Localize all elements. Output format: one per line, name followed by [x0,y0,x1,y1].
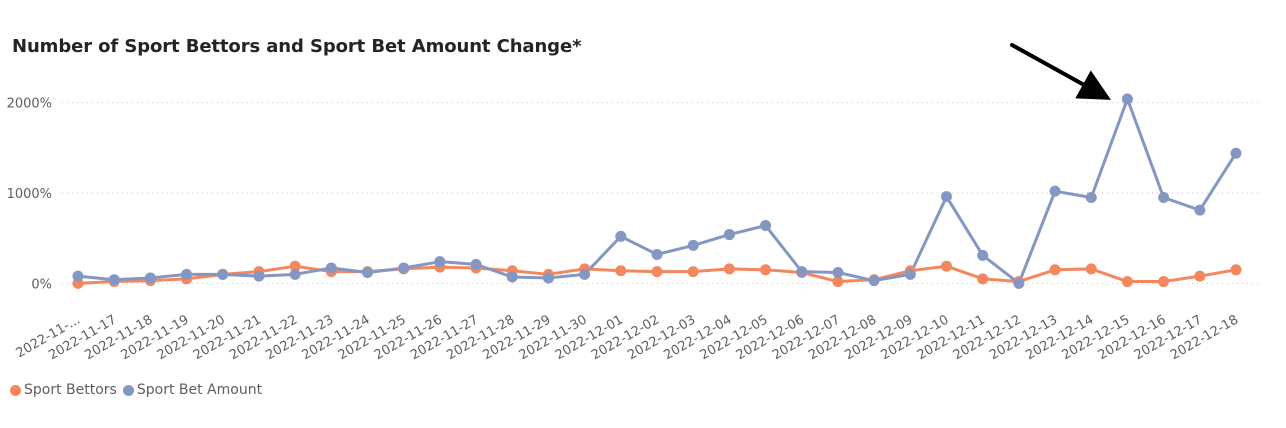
data-point-sport-bet-amount[interactable] [108,274,120,286]
y-tick-label: 0% [31,277,52,292]
data-point-sport-bettors[interactable] [1085,263,1097,275]
chart-title: Number of Sport Bettors and Sport Bet Am… [12,36,582,57]
data-point-sport-bettors[interactable] [1194,270,1206,282]
data-point-sport-bet-amount[interactable] [904,268,916,280]
data-point-sport-bet-amount[interactable] [977,249,989,261]
data-point-sport-bet-amount[interactable] [832,267,844,279]
data-point-sport-bet-amount[interactable] [579,268,591,280]
data-point-sport-bet-amount[interactable] [941,191,952,203]
data-point-sport-bet-amount[interactable] [470,258,482,270]
data-point-sport-bettors[interactable] [760,264,772,276]
data-point-sport-bettors[interactable] [289,260,301,272]
data-point-sport-bet-amount[interactable] [1085,192,1097,203]
legend-item-sport-bettors[interactable]: Sport Bettors [10,382,117,398]
data-point-sport-bet-amount[interactable] [760,220,772,232]
data-point-sport-bet-amount[interactable] [217,268,229,280]
y-tick-label: 2000% [7,97,52,112]
y-tick-label: 1000% [7,187,52,202]
data-point-sport-bet-amount[interactable] [615,230,627,242]
data-point-sport-bet-amount[interactable] [1049,185,1061,197]
legend-label-sport-bettors: Sport Bettors [24,382,117,398]
data-point-sport-bettors[interactable] [723,263,735,275]
data-point-sport-bet-amount[interactable] [325,262,337,274]
data-point-sport-bet-amount[interactable] [1230,147,1242,159]
data-point-sport-bet-amount[interactable] [1013,277,1025,289]
data-point-sport-bettors[interactable] [687,266,699,278]
data-point-sport-bettors[interactable] [1230,264,1242,276]
legend-dot-sport-bet-amount [122,384,134,396]
data-point-sport-bet-amount[interactable] [687,239,699,251]
data-point-sport-bet-amount[interactable] [723,229,735,241]
data-point-sport-bettors[interactable] [941,260,952,272]
data-point-sport-bettors[interactable] [1121,276,1133,288]
data-point-sport-bettors[interactable] [977,273,989,285]
data-point-sport-bet-amount[interactable] [144,272,156,284]
data-point-sport-bettors[interactable] [1158,276,1170,288]
data-point-sport-bet-amount[interactable] [434,256,446,268]
data-point-sport-bet-amount[interactable] [542,272,554,284]
data-point-sport-bet-amount[interactable] [796,266,808,278]
data-point-sport-bet-amount[interactable] [651,248,663,260]
data-point-sport-bettors[interactable] [615,265,627,277]
data-point-sport-bettors[interactable] [832,276,844,288]
data-point-sport-bettors[interactable] [1049,264,1061,276]
legend-label-sport-bet-amount: Sport Bet Amount [136,382,263,398]
data-point-sport-bet-amount[interactable] [253,270,265,282]
data-point-sport-bet-amount[interactable] [1158,192,1170,203]
legend-dot-sport-bettors [10,384,21,396]
data-point-sport-bet-amount[interactable] [362,267,373,279]
data-point-sport-bet-amount[interactable] [506,271,518,283]
data-point-sport-bet-amount[interactable] [1194,204,1206,216]
data-point-sport-bet-amount[interactable] [868,275,880,287]
data-point-sport-bet-amount[interactable] [289,268,301,280]
data-point-sport-bettors[interactable] [651,266,663,278]
legend-item-sport-bet-amount[interactable]: Sport Bet Amount [122,382,263,398]
data-point-sport-bet-amount[interactable] [181,268,193,280]
data-point-sport-bet-amount[interactable] [398,262,410,274]
data-point-sport-bet-amount[interactable] [1121,93,1133,105]
chart-legend: Sport Bettors Sport Bet Amount [10,382,268,398]
data-point-sport-bet-amount[interactable] [72,270,84,282]
annotation-arrow [1010,43,1111,100]
